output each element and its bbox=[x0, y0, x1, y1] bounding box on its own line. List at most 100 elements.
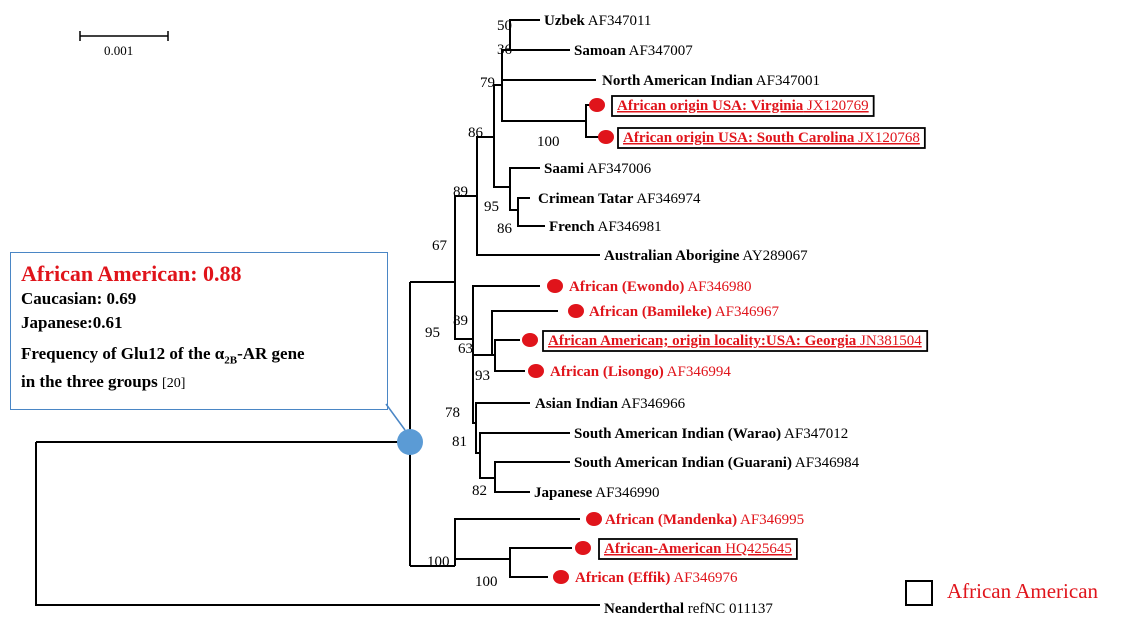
japanese-frequency: Japanese:0.61 bbox=[21, 313, 123, 332]
bootstrap-value: 81 bbox=[452, 434, 467, 450]
taxon-label: South American Indian (Warao) AF347012 bbox=[574, 426, 848, 442]
taxon-label: African (Lisongo) AF346994 bbox=[550, 364, 731, 380]
taxon-accession: AF346990 bbox=[592, 485, 659, 501]
taxon-label: Japanese AF346990 bbox=[534, 485, 659, 501]
bootstrap-value: 50 bbox=[497, 18, 512, 34]
frequency-caption-subscript: 2B bbox=[224, 354, 238, 367]
frequency-caption-a: Frequency of Glu12 of the α bbox=[21, 344, 225, 363]
highlight-box bbox=[617, 127, 926, 149]
taxon-name: African (Mandenka) bbox=[605, 512, 737, 528]
taxon-accession: AF347007 bbox=[626, 43, 694, 59]
taxon-name: African (Lisongo) bbox=[550, 364, 664, 380]
taxon-accession: AF346967 bbox=[712, 304, 780, 320]
taxon-name: Neanderthal bbox=[604, 601, 684, 617]
taxon-accession: AF347006 bbox=[584, 161, 652, 177]
taxon-name: Australian Aborigine bbox=[604, 248, 740, 264]
taxon-name: African origin USA: South Carolina bbox=[623, 130, 855, 146]
taxon-label: African origin USA: Virginia JX120769 bbox=[617, 98, 869, 114]
taxon-label: Saami AF347006 bbox=[544, 161, 652, 177]
frequency-caption: Frequency of Glu12 of the α2B-AR gene in… bbox=[21, 343, 377, 395]
taxon-labels: Uzbek AF347011 Samoan AF347007 North Ameri… bbox=[522, 13, 929, 617]
taxon-name: African-American bbox=[604, 541, 722, 557]
taxon-accession: JX120768 bbox=[854, 130, 919, 146]
taxon-accession: AF346994 bbox=[664, 364, 732, 380]
taxon-name: African American; origin locality:USA: G… bbox=[548, 333, 857, 349]
tree-nodes bbox=[397, 429, 423, 455]
taxon-name: African (Ewondo) bbox=[569, 279, 684, 295]
taxon-label: Samoan AF347007 bbox=[574, 43, 693, 59]
taxon-accession: AF346980 bbox=[684, 279, 751, 295]
taxon-label: African-American HQ425645 bbox=[604, 541, 792, 557]
bootstrap-value: 100 bbox=[537, 134, 560, 150]
bootstrap-value: 89 bbox=[453, 313, 468, 329]
taxon-accession: AF346981 bbox=[595, 219, 662, 235]
african-marker-dot bbox=[586, 512, 602, 526]
taxon-label: South American Indian (Guarani) AF346984 bbox=[574, 455, 860, 471]
taxon-label: African American; origin locality:USA: G… bbox=[548, 333, 922, 349]
taxon-name: French bbox=[549, 219, 595, 235]
taxon-accession: AF346976 bbox=[670, 570, 738, 586]
bootstrap-value: 100 bbox=[427, 554, 450, 570]
bootstrap-value: 78 bbox=[445, 405, 460, 421]
taxon-accession: AF346995 bbox=[737, 512, 804, 528]
taxon-accession: AY289067 bbox=[739, 248, 808, 264]
taxon-accession: JN381504 bbox=[856, 333, 922, 349]
taxon-accession: HQ425645 bbox=[721, 541, 791, 557]
taxon-accession: AF346966 bbox=[618, 396, 686, 412]
african-marker-dot bbox=[553, 570, 569, 584]
african-marker-dot bbox=[575, 541, 591, 555]
african-marker-dot bbox=[589, 98, 605, 112]
legend-box-icon bbox=[905, 580, 933, 606]
taxon-label: Australian Aborigine AY289067 bbox=[604, 248, 808, 264]
legend-label: African American bbox=[947, 579, 1099, 603]
bootstrap-value: 93 bbox=[475, 368, 490, 384]
frequency-info-box: African American: 0.88 Caucasian: 0.69 J… bbox=[10, 252, 388, 410]
taxon-name: South American Indian (Warao) bbox=[574, 426, 781, 442]
taxon-name: Crimean Tatar bbox=[538, 191, 634, 207]
highlight-box bbox=[598, 538, 798, 560]
bootstrap-value: 79 bbox=[480, 75, 495, 91]
taxon-name: Saami bbox=[544, 161, 584, 177]
scale-bar bbox=[79, 31, 169, 41]
african-marker-dot bbox=[528, 364, 544, 378]
bootstrap-value: 100 bbox=[475, 574, 498, 590]
taxon-accession: JX120769 bbox=[803, 98, 868, 114]
bootstrap-value: 63 bbox=[458, 341, 473, 357]
taxon-label: African (Effik) AF346976 bbox=[575, 570, 738, 586]
taxon-label: North American Indian AF347001 bbox=[602, 73, 820, 89]
taxon-name: African origin USA: Virginia bbox=[617, 98, 804, 114]
african-marker-dot bbox=[598, 130, 614, 144]
caucasian-frequency: Caucasian: 0.69 bbox=[21, 289, 137, 308]
bootstrap-value: 89 bbox=[453, 184, 468, 200]
bootstrap-value: 67 bbox=[432, 238, 448, 254]
reference-citation: [20] bbox=[162, 376, 186, 392]
taxon-accession: AF346984 bbox=[792, 455, 860, 471]
african-marker-dot bbox=[522, 333, 538, 347]
taxon-label: African (Mandenka) AF346995 bbox=[605, 512, 804, 528]
african-marker-dot bbox=[568, 304, 584, 318]
taxon-accession: AF347001 bbox=[753, 73, 820, 89]
taxon-label: African (Bamileke) AF346967 bbox=[589, 304, 779, 320]
taxon-accession: refNC 011137 bbox=[684, 601, 773, 617]
taxon-label: African origin USA: South Carolina JX120… bbox=[623, 130, 920, 146]
taxon-label: Neanderthal refNC 011137 bbox=[604, 601, 773, 617]
taxon-accession: AF347011 bbox=[585, 13, 652, 29]
taxon-name: Asian Indian bbox=[535, 396, 619, 412]
african-american-frequency: African American: 0.88 bbox=[21, 261, 242, 286]
taxon-name: South American Indian (Guarani) bbox=[574, 455, 792, 471]
bootstrap-value: 82 bbox=[472, 483, 487, 499]
taxon-name: Uzbek bbox=[544, 13, 585, 29]
bootstrap-value: 95 bbox=[425, 325, 440, 341]
african-marker-dot bbox=[547, 279, 563, 293]
bootstrap-value: 86 bbox=[468, 125, 484, 141]
taxon-name: Japanese bbox=[534, 485, 593, 501]
highlight-box bbox=[611, 95, 875, 117]
taxon-name: Samoan bbox=[574, 43, 626, 59]
taxon-label: French AF346981 bbox=[549, 219, 662, 235]
bootstrap-value: 86 bbox=[497, 221, 513, 237]
frequency-caption-c: in the three groups bbox=[21, 372, 158, 392]
frequency-caption-b: -AR gene bbox=[237, 344, 305, 363]
taxon-name: African (Bamileke) bbox=[589, 304, 712, 320]
